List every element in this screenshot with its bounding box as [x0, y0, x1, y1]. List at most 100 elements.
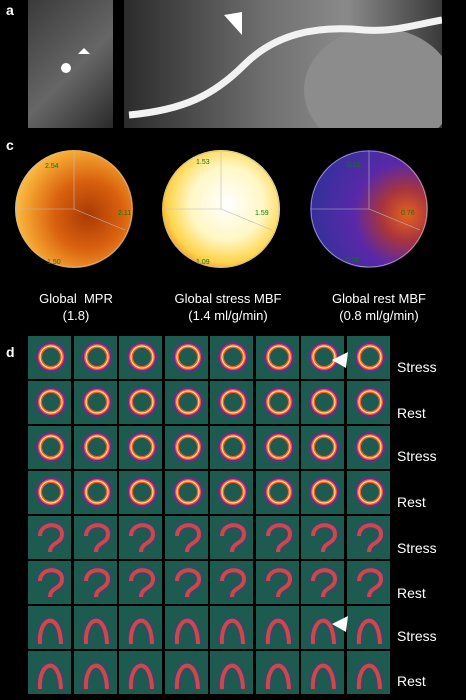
- perfusion-slice: [119, 516, 162, 559]
- perfusion-slice: [28, 426, 71, 469]
- polar-map-stress: [162, 150, 280, 268]
- caption-rest: Global rest MBF (0.8 ml/g/min): [306, 290, 452, 324]
- perfusion-slice: [301, 651, 344, 694]
- perfusion-slice: [164, 651, 208, 694]
- caption-mpr-line1: Global MPR: [39, 291, 113, 306]
- perfusion-slice: [119, 381, 162, 424]
- ct-image-a-graphic: [61, 48, 90, 73]
- perfusion-slice: [164, 381, 208, 424]
- row-label-1: Stress: [397, 359, 437, 375]
- caption-mpr-line2: (1.8): [62, 308, 90, 323]
- perfusion-slice: [28, 471, 71, 514]
- perfusion-slice: [210, 426, 253, 469]
- polar-rest-value-2: 0.76: [401, 210, 415, 217]
- perfusion-slice: [346, 651, 390, 694]
- caption-stress-line1: Global stress MBF: [174, 291, 282, 306]
- polar-stress-value-1: 1.53: [196, 159, 210, 166]
- perfusion-slice: [210, 336, 253, 379]
- panel-label-c: c: [6, 137, 14, 153]
- perfusion-slice: [73, 471, 117, 514]
- perfusion-slice: [255, 381, 299, 424]
- arrow-marker-b: [224, 12, 242, 35]
- perfusion-slice: [301, 516, 344, 559]
- perfusion-slice: [255, 651, 299, 694]
- caption-rest-line2: (0.8 ml/g/min): [339, 308, 419, 323]
- panel-label-a: a: [6, 2, 14, 18]
- perfusion-slice: [73, 381, 117, 424]
- perfusion-slice: [73, 561, 117, 604]
- perfusion-slice: [28, 516, 71, 559]
- perfusion-slice: [164, 516, 208, 559]
- perfusion-slice: [301, 381, 344, 424]
- perfusion-slice: [119, 471, 162, 514]
- row-label-7: Stress: [397, 628, 437, 644]
- perfusion-slice: [346, 426, 390, 469]
- perfusion-slice: [164, 606, 208, 649]
- perfusion-slice: [28, 381, 71, 424]
- polar-stress-value-3: 1.09: [196, 259, 210, 266]
- perfusion-slice: [346, 471, 390, 514]
- polar-mpr-value-3: 1.50: [47, 259, 61, 266]
- caption-stress: Global stress MBF (1.4 ml/g/min): [158, 290, 298, 324]
- perfusion-slice: [73, 516, 117, 559]
- perfusion-slice: [255, 516, 299, 559]
- perfusion-slice: [210, 516, 253, 559]
- perfusion-slice: [301, 471, 344, 514]
- ct-image-a: [28, 0, 113, 128]
- perfusion-slice: [346, 561, 390, 604]
- perfusion-slice: [119, 336, 162, 379]
- perfusion-slice: [210, 606, 253, 649]
- perfusion-slice: [119, 651, 162, 694]
- arrow-marker-d2: [332, 616, 348, 632]
- perfusion-slice: [301, 606, 344, 649]
- ct-image-b-graphic: [128, 12, 442, 128]
- polar-rest-value-1: 0.61: [347, 162, 361, 169]
- perfusion-slice: [346, 606, 390, 649]
- arrow-marker-d1: [332, 352, 348, 368]
- perfusion-slice: [255, 561, 299, 604]
- perfusion-slice: [73, 336, 117, 379]
- perfusion-slice: [28, 561, 71, 604]
- caption-mpr: Global MPR (1.8): [15, 290, 137, 324]
- row-label-6: Rest: [397, 585, 426, 601]
- perfusion-slice: [73, 606, 117, 649]
- perfusion-slice: [28, 336, 71, 379]
- perfusion-slice: [73, 426, 117, 469]
- polar-map-mpr: [15, 150, 133, 268]
- panel-label-d: d: [6, 344, 15, 360]
- caption-stress-line2: (1.4 ml/g/min): [188, 308, 268, 323]
- arrow-marker-a: [78, 48, 90, 54]
- perfusion-image-grid: [28, 336, 390, 698]
- perfusion-slice: [164, 471, 208, 514]
- perfusion-slice: [346, 516, 390, 559]
- row-label-8: Rest: [397, 673, 426, 689]
- polar-mpr-value-1: 2.54: [45, 163, 59, 170]
- perfusion-slice: [210, 471, 253, 514]
- perfusion-slice: [73, 651, 117, 694]
- row-label-5: Stress: [397, 540, 437, 556]
- perfusion-slice: [119, 426, 162, 469]
- perfusion-slice: [28, 606, 71, 649]
- perfusion-slice: [210, 651, 253, 694]
- perfusion-slice: [255, 336, 299, 379]
- polar-mpr-value-2: 2.11: [118, 210, 132, 217]
- perfusion-slice: [301, 426, 344, 469]
- perfusion-slice: [210, 381, 253, 424]
- perfusion-slice: [119, 606, 162, 649]
- perfusion-slice: [28, 651, 71, 694]
- perfusion-slice: [301, 561, 344, 604]
- perfusion-slice: [210, 561, 253, 604]
- row-label-2: Rest: [397, 405, 426, 421]
- row-label-3: Stress: [397, 448, 437, 464]
- perfusion-slice: [255, 606, 299, 649]
- polar-rest-value-3: 0.56: [346, 257, 360, 264]
- perfusion-slice: [346, 381, 390, 424]
- row-label-4: Rest: [397, 494, 426, 510]
- perfusion-slice: [255, 471, 299, 514]
- caption-rest-line1: Global rest MBF: [332, 291, 426, 306]
- perfusion-slice: [119, 561, 162, 604]
- perfusion-slice: [255, 426, 299, 469]
- polar-stress-value-2: 1.59: [255, 210, 269, 217]
- perfusion-slice: [301, 336, 344, 379]
- perfusion-slice: [346, 336, 390, 379]
